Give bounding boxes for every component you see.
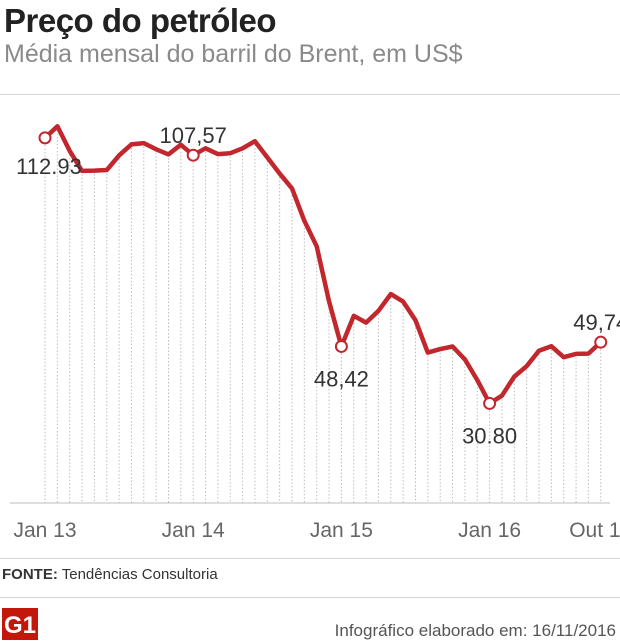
- price-series-line: [42, 124, 604, 406]
- footer-divider-top: [0, 558, 620, 559]
- x-tick-label: Jan 15: [310, 519, 373, 542]
- data-point-marker: [483, 396, 497, 410]
- x-tick-label: Jan 13: [13, 519, 76, 542]
- footer-divider-bottom: [0, 597, 620, 598]
- x-tick-labels: Jan 13 Jan 14 Jan 15 Jan 16 Out 16: [13, 519, 620, 542]
- source-note: FONTE: Tendências Consultoria: [2, 566, 218, 583]
- data-label: 30.80: [462, 423, 517, 448]
- credit-note: Infográfico elaborado em: 16/11/2016: [334, 621, 616, 640]
- data-point-marker: [334, 339, 348, 353]
- chart-markers: [38, 131, 608, 410]
- page-title: Preço do petróleo: [4, 2, 277, 39]
- data-point-marker: [38, 131, 52, 145]
- data-label: 49,74: [573, 310, 620, 335]
- oil-price-chart: 112.93 107,57 48,42 30.80 49,74 Jan 13 Jan 14…: [10, 123, 620, 542]
- data-label: 48,42: [314, 366, 369, 391]
- data-label: 107,57: [160, 123, 227, 148]
- data-point-marker: [186, 148, 200, 162]
- x-tick-label: Out 16: [569, 519, 620, 542]
- data-point-marker: [594, 335, 608, 349]
- source-label: FONTE:: [2, 566, 58, 583]
- page-subtitle: Média mensal do barril do Brent, em US$: [4, 40, 463, 68]
- data-label: 112.93: [16, 154, 82, 179]
- svg-text:G1: G1: [4, 612, 36, 639]
- chart-labels: 112.93 107,57 48,42 30.80 49,74: [16, 123, 620, 448]
- x-tick-label: Jan 16: [458, 519, 521, 542]
- source-value: Tendências Consultoria: [61, 566, 218, 583]
- x-tick-label: Jan 14: [162, 519, 225, 542]
- chart-grid: [44, 126, 602, 503]
- g1-logo: G1: [2, 608, 38, 640]
- header-divider: [0, 94, 620, 95]
